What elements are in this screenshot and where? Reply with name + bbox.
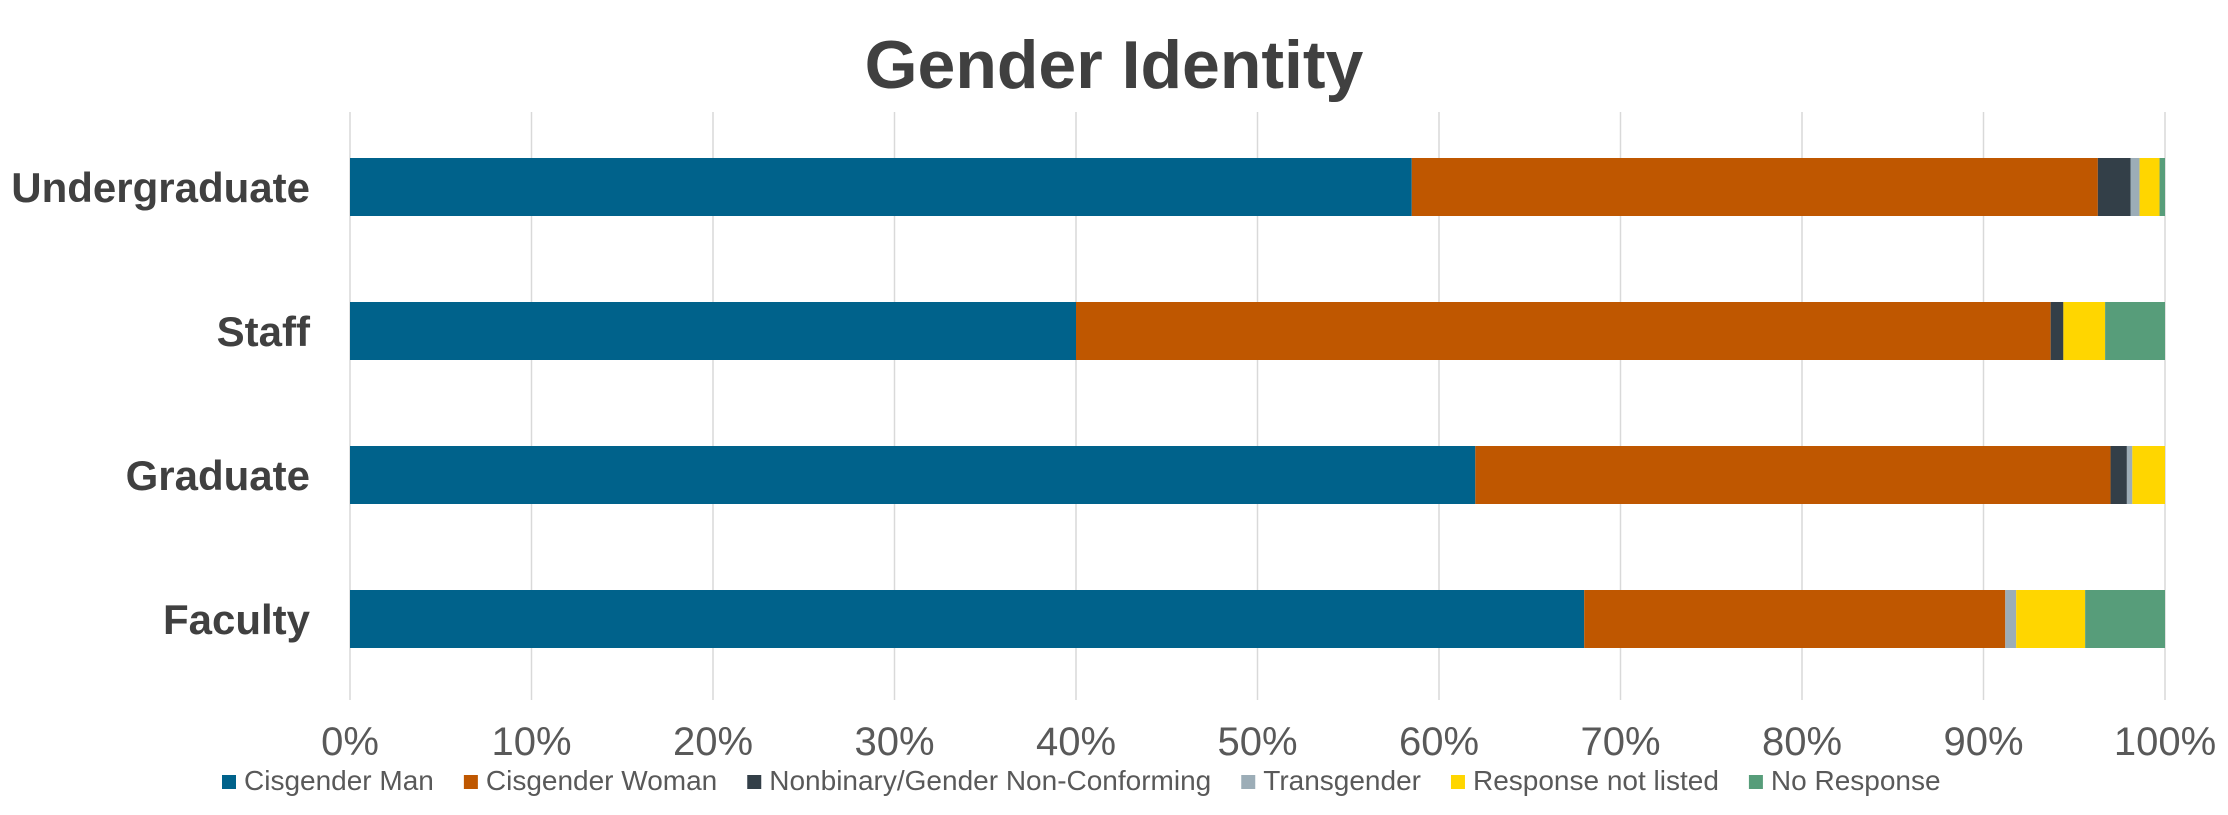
legend-item: Transgender [1241, 765, 1421, 796]
x-tick-label: 50% [1217, 720, 1297, 764]
legend-item: No Response [1748, 765, 1941, 796]
bar-segment [2050, 302, 2064, 360]
legend-label: Response not listed [1473, 765, 1719, 796]
category-label: Undergraduate [11, 164, 310, 211]
chart-title: Gender Identity [865, 27, 1364, 103]
x-tick-label: 100% [2114, 720, 2216, 764]
legend-item: Cisgender Man [222, 765, 434, 796]
legend-label: No Response [1771, 765, 1941, 796]
x-tick-label: 60% [1399, 720, 1479, 764]
category-label: Graduate [126, 452, 310, 499]
bar-segment [2110, 446, 2127, 504]
bar-segment [350, 302, 1076, 360]
bar-segment [2132, 446, 2165, 504]
x-tick-label: 20% [673, 720, 753, 764]
x-tick-label: 0% [321, 720, 379, 764]
legend-swatch [1450, 775, 1465, 789]
bar-segment [2130, 158, 2140, 216]
bar-segment [1475, 446, 2111, 504]
bar-segment [1076, 302, 2051, 360]
legend-swatch [1748, 775, 1763, 789]
legend-label: Transgender [1263, 765, 1421, 796]
bar-segment [350, 158, 1412, 216]
bar-segment [2105, 302, 2165, 360]
legend-swatch [1241, 775, 1256, 789]
x-axis-ticks: 0% 10% 20% 30% 40% 50% 60% 70% 80% 90% 100% [321, 720, 2216, 764]
category-label: Faculty [163, 596, 311, 643]
bar-segment [2139, 158, 2160, 216]
bar-segment [350, 590, 1585, 648]
bar-segment [2159, 158, 2165, 216]
bar-segment [2097, 158, 2131, 216]
legend-swatch [222, 775, 236, 789]
legend-label: Cisgender Man [244, 765, 434, 796]
bar-segment [2063, 302, 2106, 360]
legend-item: Nonbinary/Gender Non-Conforming [747, 765, 1211, 796]
x-tick-label: 40% [1036, 720, 1116, 764]
legend-swatch [747, 775, 762, 789]
bar-segment [2016, 590, 2086, 648]
legend-swatch [463, 775, 478, 789]
legend: Cisgender Man Cisgender Woman Nonbinary/Ge… [222, 765, 1941, 796]
category-labels: Undergraduate Staff Graduate Faculty [11, 164, 311, 643]
x-tick-label: 70% [1580, 720, 1660, 764]
x-tick-label: 10% [491, 720, 571, 764]
legend-label: Cisgender Woman [486, 765, 717, 796]
bar-segment [1411, 158, 2098, 216]
legend-label: Nonbinary/Gender Non-Conforming [769, 765, 1211, 796]
bar-segment [350, 446, 1476, 504]
bar-segment [1584, 590, 2006, 648]
bar-segment [2085, 590, 2165, 648]
x-tick-label: 30% [854, 720, 934, 764]
bars [350, 158, 2165, 648]
bar-segment [2005, 590, 2017, 648]
x-tick-label: 80% [1762, 720, 1842, 764]
x-tick-label: 90% [1943, 720, 2023, 764]
legend-item: Cisgender Woman [463, 765, 717, 796]
category-label: Staff [217, 308, 311, 355]
bar-segment [2126, 446, 2133, 504]
legend-item: Response not listed [1450, 765, 1719, 796]
